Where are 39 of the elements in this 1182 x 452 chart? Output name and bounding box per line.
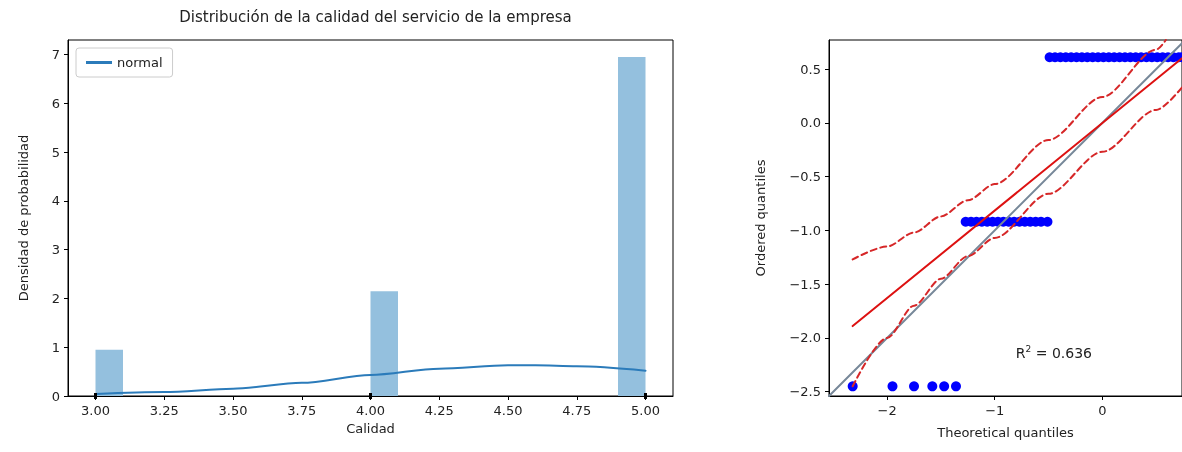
y-tick-label: −0.5 [789,169,821,185]
point [887,381,898,392]
legend-label: normal [117,55,163,70]
y-tick-label: 6 [51,95,60,111]
x-tick-label: 4.25 [424,403,454,418]
y-axis-title: Ordered quantiles [753,159,768,277]
y-tick-label: 4 [51,193,60,209]
x-tick-label: 3.50 [218,403,248,418]
x-tick-label: 3.75 [287,403,317,418]
point [927,381,938,392]
y-tick-label: −2.5 [789,384,821,400]
x-axis-title: Theoretical quantiles [936,425,1074,440]
y-tick-label: −1.0 [789,222,821,238]
x-tick-label: 4.50 [493,403,523,418]
y-axis-title: Densidad de probabilidad [16,134,31,302]
y-tick-label: 3 [51,242,60,258]
y-tick-label: 5 [51,144,60,160]
point [951,381,961,392]
x-tick-label: 3.25 [149,403,179,418]
y-tick-label: 0.5 [800,61,821,77]
x-tick-label: 4.75 [562,403,592,418]
x-tick-label: −2 [877,403,897,418]
x-axis-title: Calidad [346,420,395,436]
y-tick-label: 0 [51,388,60,404]
point [939,381,950,392]
x-tick-label: −1 [985,403,1005,418]
y-tick-label: −1.5 [789,276,821,292]
x-tick-label: 5.00 [631,403,660,418]
y-tick-label: −2.0 [789,330,821,346]
y-tick-label: 1 [51,339,60,355]
chart-title: Distribución de la calidad del servicio de la empresa [179,7,572,26]
y-tick-label: 7 [51,47,60,63]
line-series [851,39,1167,261]
point [909,381,920,392]
x-tick-label: 3.00 [81,403,110,418]
y-tick-label: 0.0 [800,115,821,131]
y-tick-label: 2 [51,290,60,306]
x-tick-label: 4.00 [356,403,385,418]
x-tick-label: 0 [1098,403,1107,418]
